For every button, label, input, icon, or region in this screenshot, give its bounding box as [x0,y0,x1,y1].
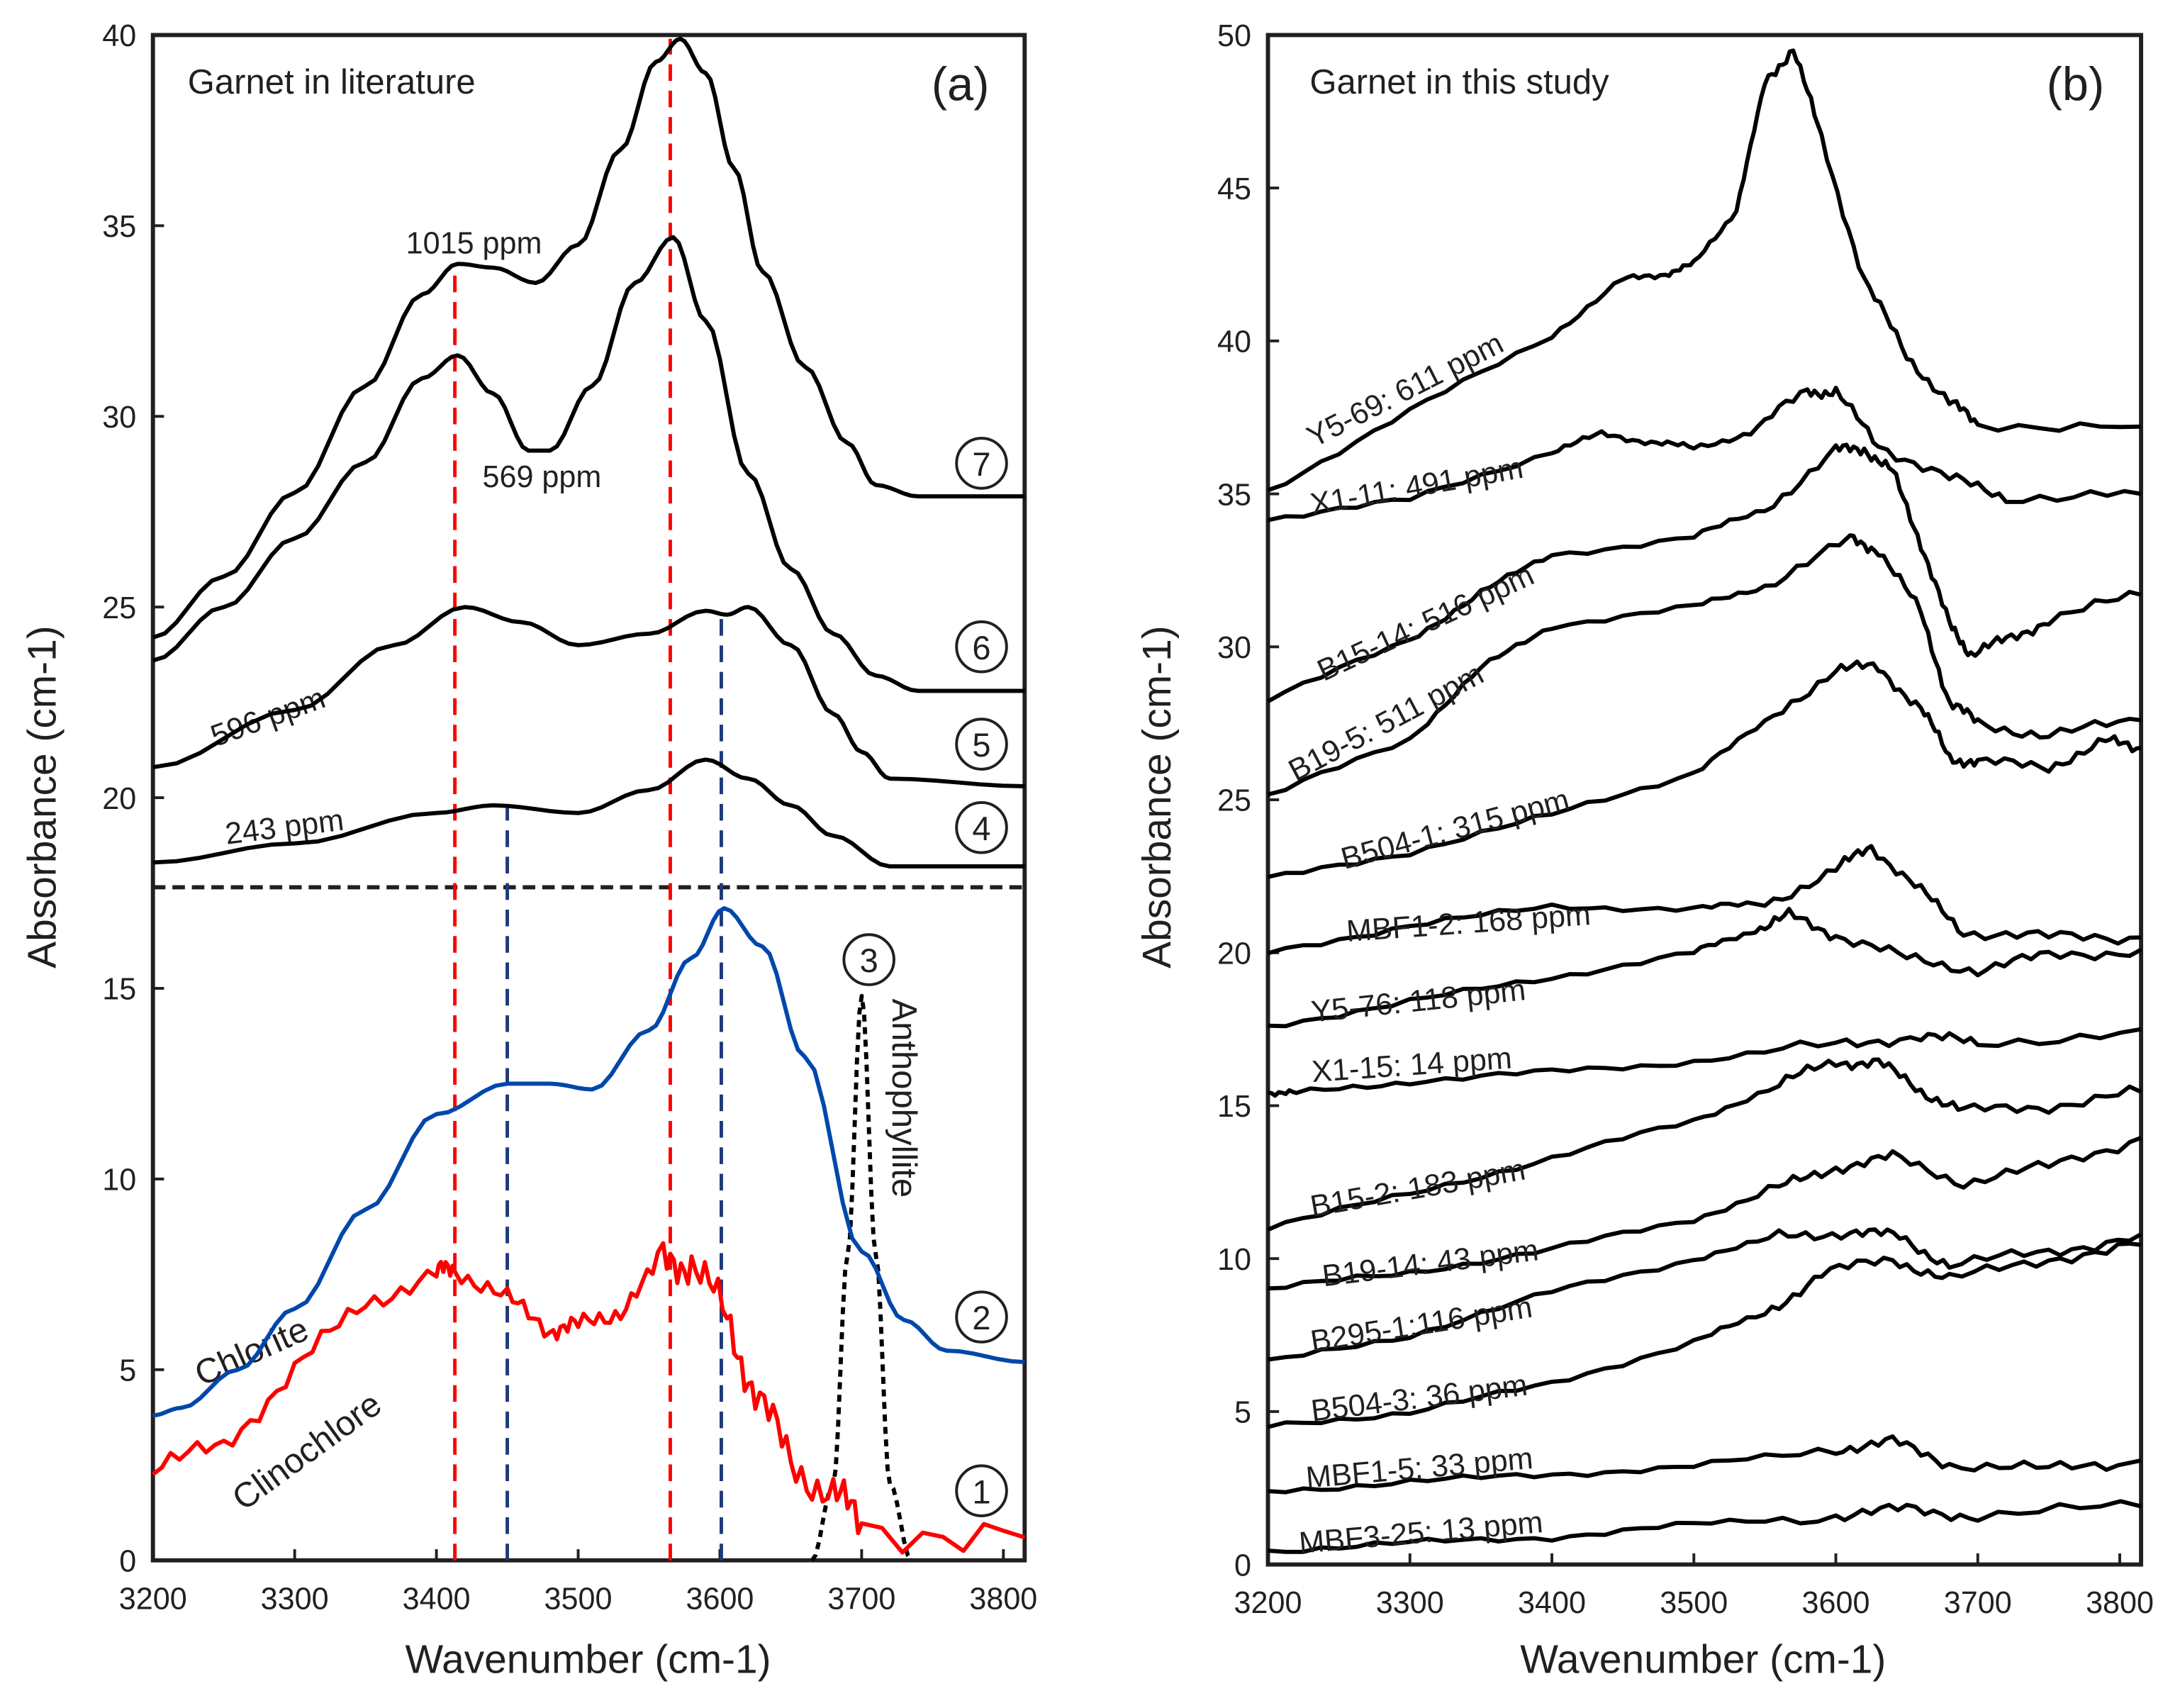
x-tick-label: 3700 [1944,1586,2012,1620]
sample-label: MBF3-25: 13 ppm [1297,1505,1544,1561]
label-569-ppm: 569 ppm [483,460,602,494]
svg-text:2: 2 [972,1299,990,1336]
label-anthophyllite: Anthophyllite [885,998,923,1198]
spectrum-line-6 [1268,907,2142,1029]
x-tick-label: 3200 [1234,1586,1302,1620]
svg-text:5: 5 [972,726,990,764]
svg-text:1: 1 [972,1473,990,1510]
spectrum-line-3 [1267,533,2142,797]
spectrum-line-4 [152,757,1025,869]
x-tick-label: 3400 [1518,1586,1586,1620]
sample-label: B15-14: 516 ppm [1312,558,1539,688]
spectrum-line-2 [1267,442,2142,703]
panel-a: Garnet in literature (a) Wavenumber (cm-… [20,19,1037,1682]
x-tick-label: 3300 [261,1582,329,1616]
y-tick-label: 40 [1217,325,1251,359]
x-tick-label: 3800 [2086,1586,2154,1620]
y-tick-label: 35 [102,210,136,244]
spectrum-line-11 [1267,1241,2142,1429]
spectrum-line-12 [1268,1434,2142,1495]
spectrum-line-1 [151,1241,1026,1555]
y-tick-label: 30 [1217,631,1251,665]
spectrum-line-10 [1268,1227,2142,1362]
y-tick-label: 40 [102,19,136,53]
x-tick-label: 3500 [1660,1586,1728,1620]
y-tick-label: 15 [1217,1090,1251,1124]
sample-label: B19-5: 511 ppm [1283,657,1489,788]
panel-b-xlabel: Wavenumber (cm-1) [1520,1638,1886,1682]
spectrum-line-4 [1267,659,2142,879]
curve-number-7: 7 [955,437,1008,490]
y-tick-label: 25 [1217,784,1251,818]
curve-number-2: 2 [955,1290,1008,1344]
y-tick-label: 0 [1234,1548,1251,1583]
spectrum-line-7 [1268,1027,2142,1098]
y-tick-label: 25 [102,591,136,625]
sample-label: B295-1:116 ppm [1308,1290,1534,1359]
spectrum-line-1 [1267,386,2142,523]
panel-a-xlabel: Wavenumber (cm-1) [406,1638,771,1682]
y-tick-label: 20 [1217,937,1251,971]
spectrum-line-5 [1267,844,2142,956]
panel-b-letter: (b) [2047,59,2104,111]
curve-number-5: 5 [955,718,1008,771]
svg-text:4: 4 [972,810,990,847]
sample-label: MBF1-5: 33 ppm [1304,1441,1534,1495]
svg-text:6: 6 [972,629,990,666]
sample-label: Y5-76: 118 ppm [1309,973,1527,1029]
spectrum-line-9 [1268,1136,2142,1291]
x-tick-label: 3300 [1376,1586,1444,1620]
panel-b-ylabel: Absorbance (cm-1) [1135,625,1180,968]
x-tick-label: 3200 [119,1582,187,1616]
y-tick-label: 0 [119,1544,136,1578]
spectrum-line-8 [1267,1057,2142,1232]
sample-label: B15-2: 183 ppm [1308,1153,1528,1224]
label-clinochlore: Clinochlore [225,1385,389,1518]
y-tick-label: 10 [102,1163,136,1198]
y-tick-label: 10 [1217,1243,1251,1277]
panel-a-title: Garnet in literature [188,63,476,101]
y-tick-label: 30 [102,401,136,435]
x-tick-label: 3500 [544,1582,613,1616]
y-tick-label: 20 [102,782,136,816]
y-tick-label: 35 [1217,478,1251,512]
panel-b: Garnet in this study (b) Wavenumber (cm-… [1135,19,2154,1682]
curve-number-1: 1 [955,1464,1008,1517]
x-tick-label: 3600 [1802,1586,1870,1620]
sample-label: X1-11: 491 ppm [1308,451,1526,522]
sample-label: B504-1: 315 ppm [1338,783,1573,876]
spectrum-line-13 [1268,1499,2142,1554]
curve-number-6: 6 [955,620,1008,674]
panel-a-ylabel: Absorbance (cm-1) [20,625,65,968]
sample-label: Y5-69: 611 ppm [1302,326,1509,454]
panel-b-title: Garnet in this study [1309,63,1609,101]
y-tick-label: 45 [1217,172,1251,206]
y-tick-label: 5 [1234,1396,1251,1430]
x-tick-label: 3800 [969,1582,1037,1616]
svg-text:7: 7 [972,445,990,483]
x-tick-label: 3700 [827,1582,895,1616]
spectrum-line-6 [152,235,1025,693]
y-tick-label: 50 [1217,19,1251,53]
curve-number-4: 4 [955,800,1008,854]
panel-a-letter: (a) [932,59,989,111]
sample-label: B19-14: 43 ppm [1320,1233,1540,1293]
y-tick-label: 5 [119,1354,136,1388]
spectrum-line-2 [152,906,1025,1418]
spectrum-line-5 [152,605,1025,788]
x-tick-label: 3400 [403,1582,471,1616]
svg-text:3: 3 [860,942,878,979]
y-tick-label: 15 [102,973,136,1007]
sample-label: MBF1-2: 168 ppm [1346,898,1592,949]
sample-label: X1-15: 14 ppm [1311,1041,1514,1089]
x-tick-label: 3600 [686,1582,754,1616]
curve-number-3: 3 [842,933,895,986]
sample-label: B504-3: 36 ppm [1309,1368,1529,1429]
spectrum-line-0 [1267,48,2142,493]
label-chlorite: Chlorite [189,1310,314,1394]
spectrum-line-7 [152,36,1025,640]
label-1015-ppm: 1015 ppm [406,226,542,260]
